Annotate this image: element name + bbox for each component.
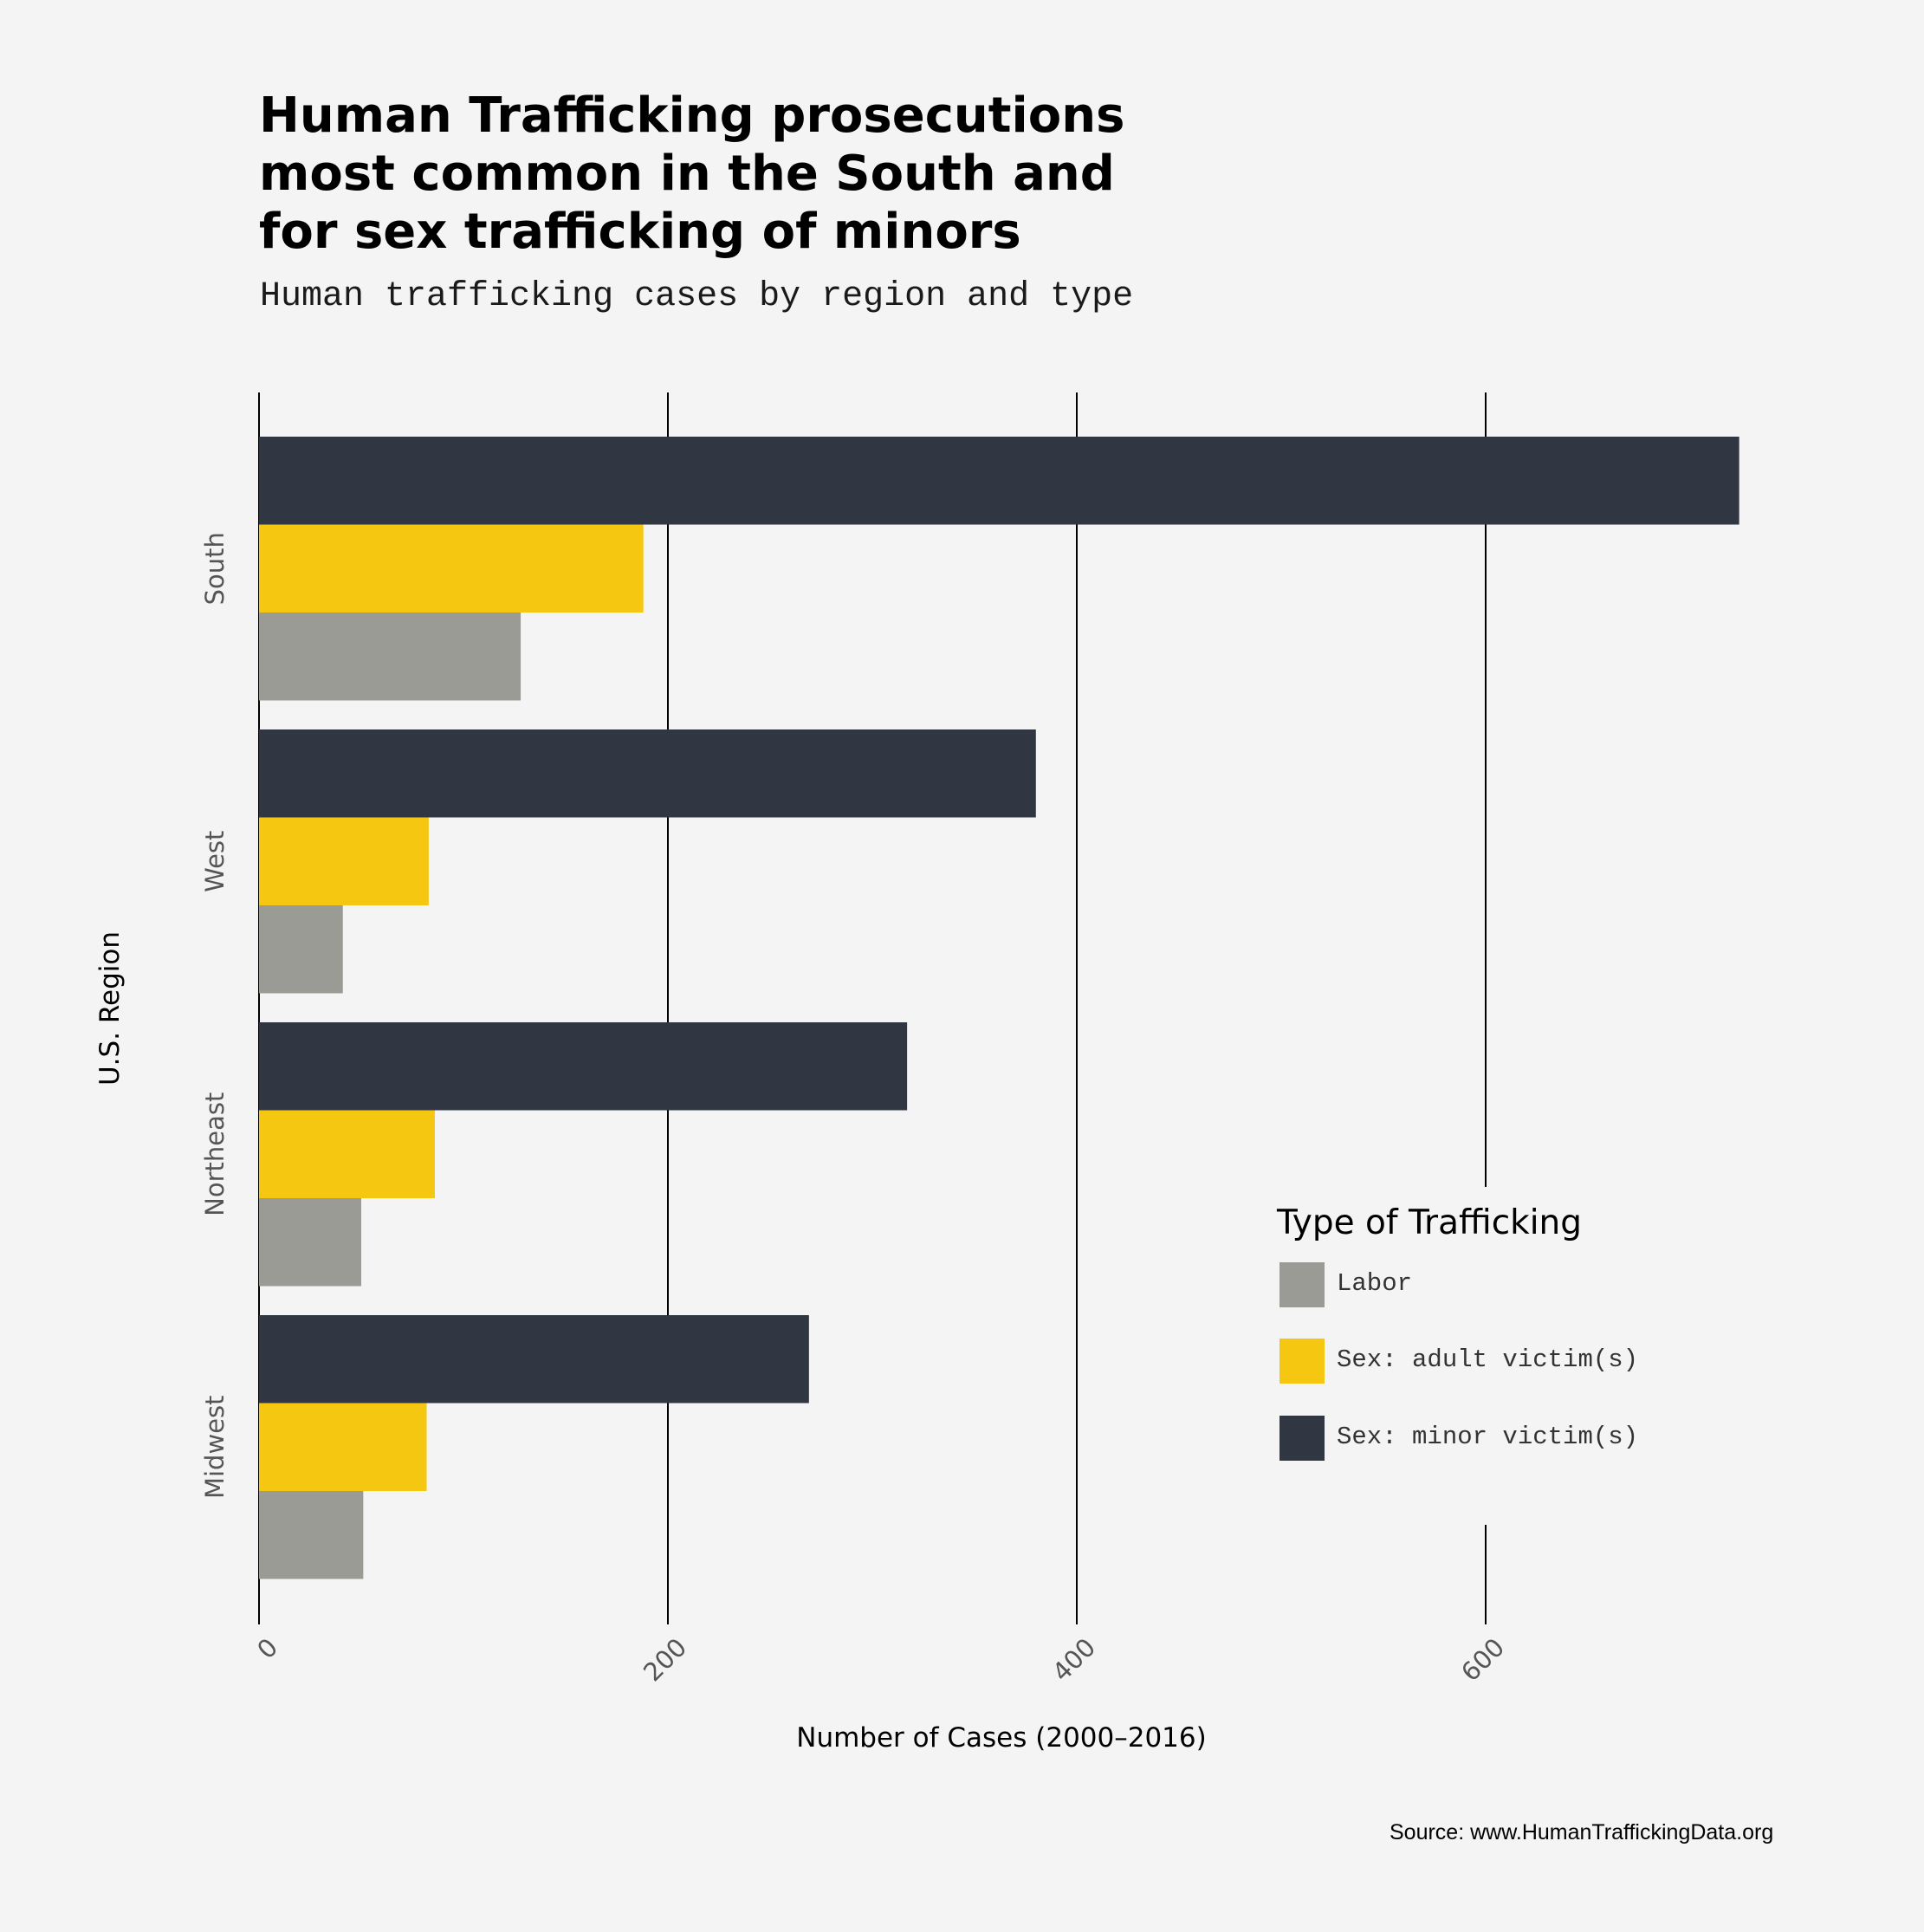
x-tick-label-200: 200 (638, 1632, 692, 1687)
bar-northeast-labor (259, 1198, 361, 1287)
category-label-midwest: Midwest (200, 1395, 230, 1499)
legend-swatch-sex-adult (1279, 1339, 1325, 1384)
x-axis-label: Number of Cases (2000–2016) (796, 1722, 1206, 1754)
chart-title: Human Trafficking prosecutions most comm… (259, 88, 1125, 260)
bar-midwest-sex-minor-victim-s (259, 1315, 809, 1404)
legend-title: Type of Trafficking (1277, 1203, 1583, 1242)
bar-west-sex-minor-victim-s (259, 729, 1036, 818)
category-label-south: South (200, 532, 230, 605)
y-axis-label: U.S. Region (94, 931, 126, 1086)
source-note: Source: www.HumanTraffickingData.org (1390, 1820, 1774, 1844)
chart-subtitle: Human trafficking cases by region and ty… (260, 277, 1134, 316)
legend: Type of Trafficking Labor Sex: adult vic… (1265, 1187, 1802, 1525)
legend-item-sex-adult: Sex: adult victim(s) (1279, 1339, 1791, 1384)
legend-swatch-sex-minor (1279, 1416, 1325, 1461)
bar-west-labor (259, 905, 343, 994)
legend-swatch-labor (1279, 1262, 1325, 1307)
bar-south-sex-adult-victim-s (259, 524, 644, 613)
x-tick-label-600: 600 (1455, 1632, 1510, 1687)
legend-label-sex-adult: Sex: adult victim(s) (1337, 1345, 1639, 1374)
legend-item-labor: Labor (1279, 1262, 1791, 1307)
bar-northeast-sex-minor-victim-s (259, 1022, 908, 1111)
legend-item-sex-minor: Sex: minor victim(s) (1279, 1416, 1791, 1461)
bar-west-sex-adult-victim-s (259, 817, 429, 905)
legend-label-sex-minor: Sex: minor victim(s) (1337, 1423, 1639, 1451)
bar-northeast-sex-adult-victim-s (259, 1110, 435, 1198)
bar-midwest-labor (259, 1491, 364, 1579)
bar-midwest-sex-adult-victim-s (259, 1403, 427, 1491)
bar-south-labor (259, 613, 521, 701)
category-label-west: West (200, 831, 230, 892)
legend-label-labor: Labor (1337, 1269, 1413, 1298)
bar-south-sex-minor-victim-s (259, 437, 1739, 525)
x-tick-label-0: 0 (251, 1632, 283, 1664)
category-label-northeast: Northeast (200, 1092, 230, 1216)
x-tick-label-400: 400 (1046, 1632, 1101, 1687)
